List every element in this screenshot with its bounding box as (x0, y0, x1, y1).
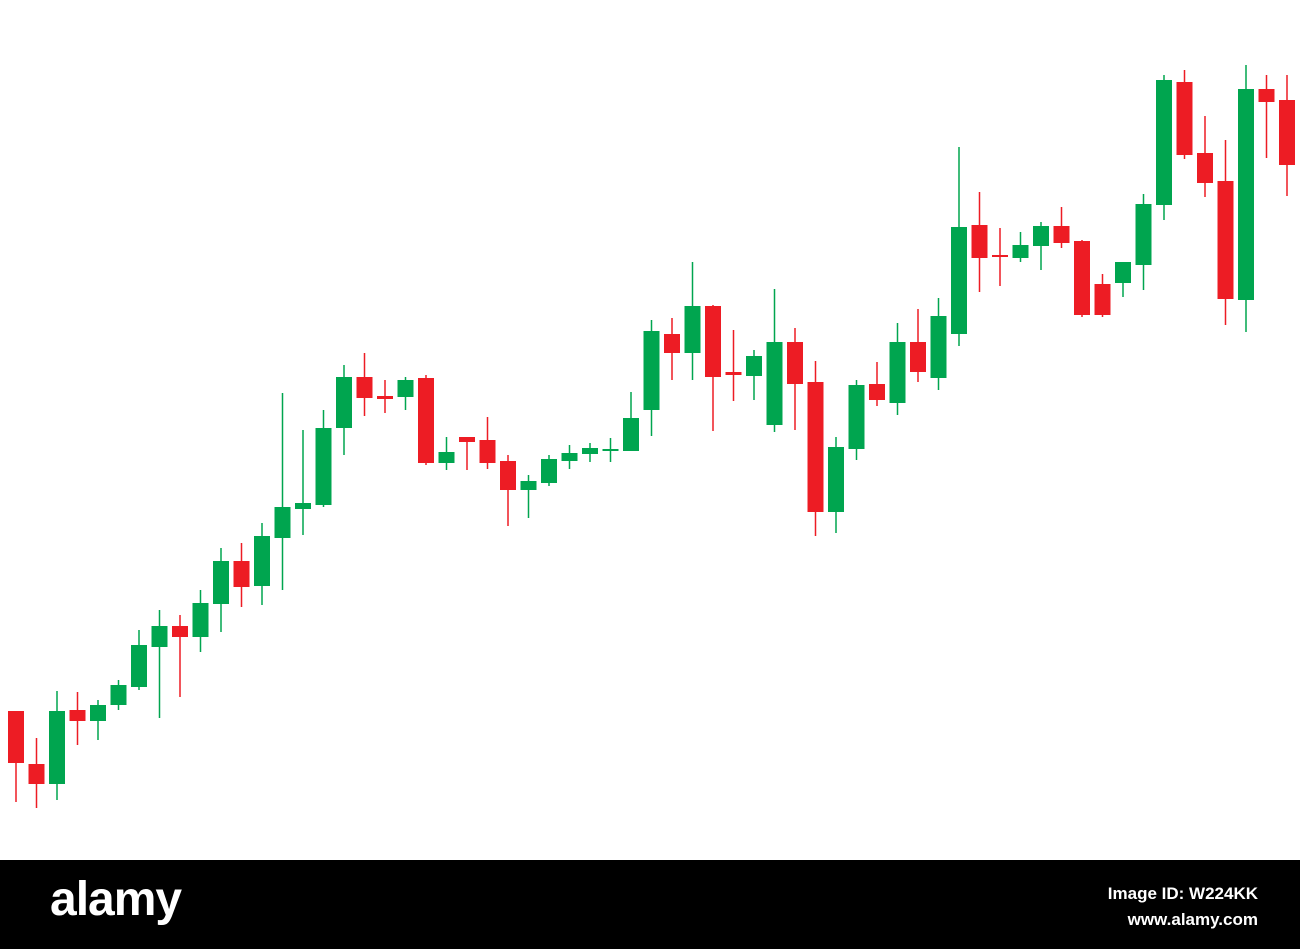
candle-body (479, 440, 496, 463)
candle-body (623, 418, 639, 451)
candle-body (500, 461, 516, 490)
footer: alamy Image ID: W224KK www.alamy.com (0, 860, 1300, 949)
candle-body (1197, 153, 1213, 183)
candle-body (705, 306, 721, 377)
candle-body (602, 449, 619, 451)
url: www.alamy.com (1127, 910, 1258, 929)
candle-body (418, 378, 434, 463)
candle-body (233, 561, 250, 587)
candle-body (869, 384, 885, 400)
candle-body (828, 447, 844, 512)
candle-body (684, 306, 701, 353)
candle-body (930, 316, 947, 378)
candle-body (1033, 226, 1049, 246)
candle-body (951, 227, 967, 334)
candle-body (397, 380, 414, 397)
candle-body (992, 255, 1008, 257)
candle-body (1258, 89, 1275, 102)
candle-body (582, 448, 598, 454)
candle-body (336, 377, 352, 428)
candle-body (49, 711, 65, 784)
candle-body (1012, 245, 1029, 258)
candle-body (1156, 80, 1172, 205)
candle-body (1053, 226, 1070, 243)
candle-body (1279, 100, 1295, 165)
candle-body (787, 342, 803, 384)
candle-body (295, 503, 311, 509)
candle-body (889, 342, 906, 403)
candle-body (561, 453, 578, 461)
candle-body (131, 645, 147, 687)
candle-body (315, 428, 332, 505)
candle-body (254, 536, 270, 586)
candle-body (664, 334, 680, 353)
candle-body (69, 710, 86, 721)
candle-body (1238, 89, 1254, 300)
candle-body (172, 626, 188, 637)
candle-body (1217, 181, 1234, 299)
candle-body (910, 342, 926, 372)
logo: alamy (50, 873, 182, 926)
candle-body (1115, 262, 1131, 283)
candle-body (1135, 204, 1152, 265)
candle-body (110, 685, 127, 705)
candle-body (459, 437, 475, 442)
candle-body (725, 372, 742, 375)
candle-body (438, 452, 455, 463)
candle-body (520, 481, 537, 490)
chart (8, 65, 1295, 808)
candle-body (1074, 241, 1090, 315)
candle-body (746, 356, 762, 376)
candle-body (807, 382, 824, 512)
candle-body (1176, 82, 1193, 155)
candle-body (28, 764, 45, 784)
candle-body (1094, 284, 1111, 315)
candle-body (151, 626, 168, 647)
candle-body (192, 603, 209, 637)
candle-body (90, 705, 106, 721)
candle-body (377, 396, 393, 399)
candle-body (848, 385, 865, 449)
candle-body (274, 507, 291, 538)
candle-body (356, 377, 373, 398)
candle-body (8, 711, 24, 763)
image-id: Image ID: W224KK (1107, 884, 1258, 903)
candle-body (541, 459, 557, 483)
candle-body (643, 331, 660, 410)
candle-body (213, 561, 229, 604)
candle-body (971, 225, 988, 258)
candle-body (766, 342, 783, 425)
